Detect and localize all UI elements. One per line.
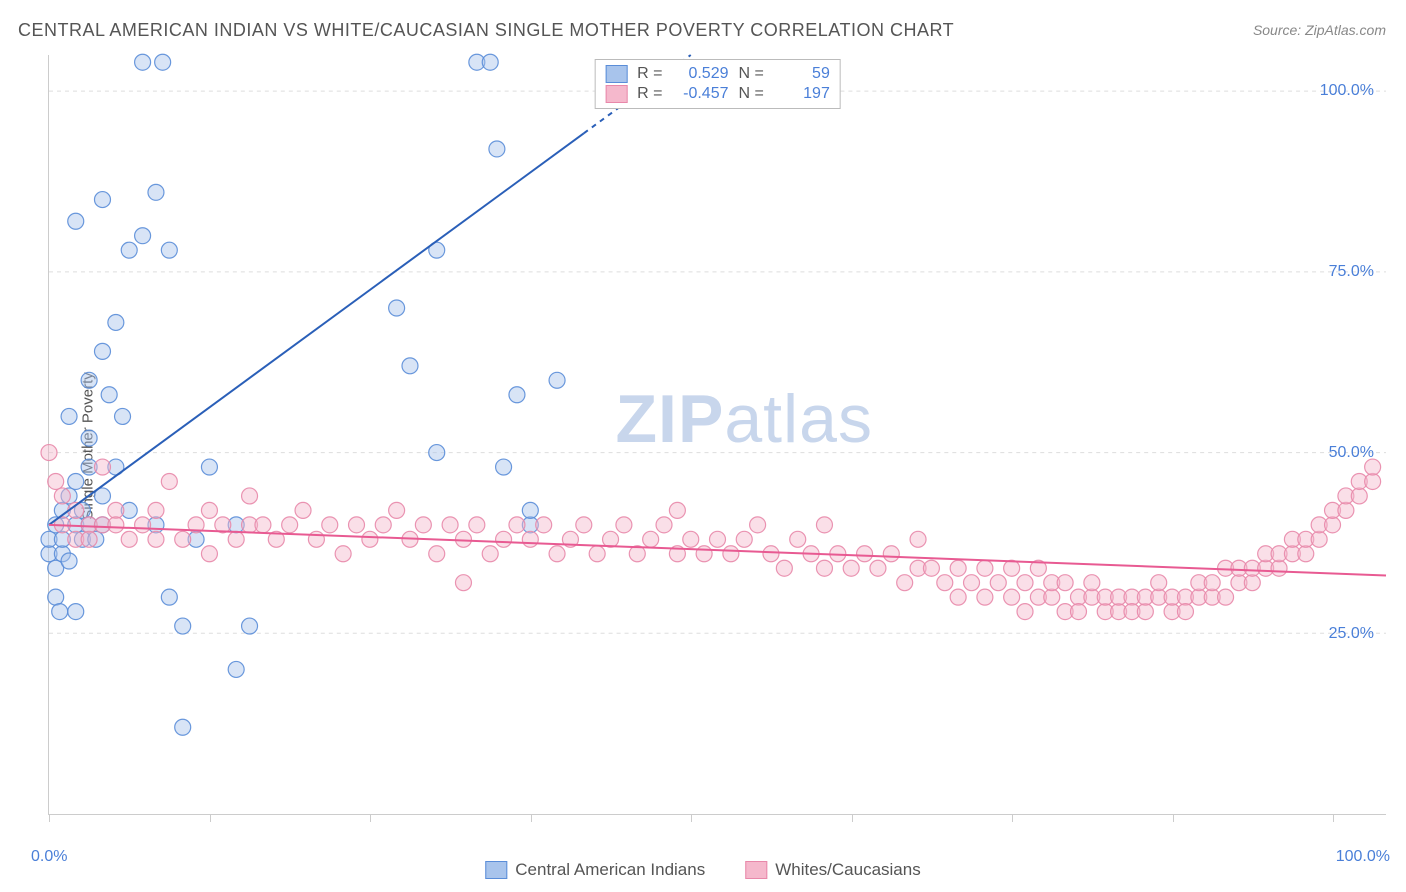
x-tick	[49, 814, 50, 822]
chart-container: CENTRAL AMERICAN INDIAN VS WHITE/CAUCASI…	[0, 0, 1406, 892]
legend-swatch-0	[485, 861, 507, 879]
x-tick	[691, 814, 692, 822]
chart-title: CENTRAL AMERICAN INDIAN VS WHITE/CAUCASI…	[18, 20, 954, 41]
x-tick	[1333, 814, 1334, 822]
x-tick	[370, 814, 371, 822]
r-value-1: -0.457	[673, 85, 729, 103]
source-label: Source: ZipAtlas.com	[1253, 22, 1386, 38]
x-tick	[1173, 814, 1174, 822]
x-tick-label-left: 0.0%	[31, 848, 67, 866]
x-tick	[1012, 814, 1013, 822]
swatch-series-0	[605, 65, 627, 83]
legend-label-0: Central American Indians	[515, 860, 705, 880]
x-tick-label-right: 100.0%	[1336, 848, 1390, 866]
n-label-1: N =	[739, 85, 764, 103]
y-tick-label: 25.0%	[1329, 625, 1374, 643]
swatch-series-1	[605, 85, 627, 103]
legend-item-1: Whites/Caucasians	[745, 860, 921, 880]
r-value-0: 0.529	[673, 65, 729, 83]
x-tick	[531, 814, 532, 822]
bottom-legend: Central American Indians Whites/Caucasia…	[485, 860, 920, 880]
x-tick	[852, 814, 853, 822]
legend-swatch-1	[745, 861, 767, 879]
r-label-0: R =	[637, 65, 662, 83]
y-tick-label: 100.0%	[1320, 82, 1374, 100]
stats-row-0: R = 0.529 N = 59	[605, 64, 830, 84]
plot-area: ZIPatlas 25.0%50.0%75.0%100.0% 0.0% 100.…	[48, 55, 1386, 815]
r-label-1: R =	[637, 85, 662, 103]
legend-item-0: Central American Indians	[485, 860, 705, 880]
stats-row-1: R = -0.457 N = 197	[605, 84, 830, 104]
stats-legend: R = 0.529 N = 59 R = -0.457 N = 197	[594, 59, 841, 109]
y-tick-label: 75.0%	[1329, 263, 1374, 281]
n-value-0: 59	[774, 65, 830, 83]
plot-svg	[49, 55, 1386, 814]
x-tick	[210, 814, 211, 822]
n-label-0: N =	[739, 65, 764, 83]
legend-label-1: Whites/Caucasians	[775, 860, 921, 880]
y-tick-label: 50.0%	[1329, 444, 1374, 462]
n-value-1: 197	[774, 85, 830, 103]
